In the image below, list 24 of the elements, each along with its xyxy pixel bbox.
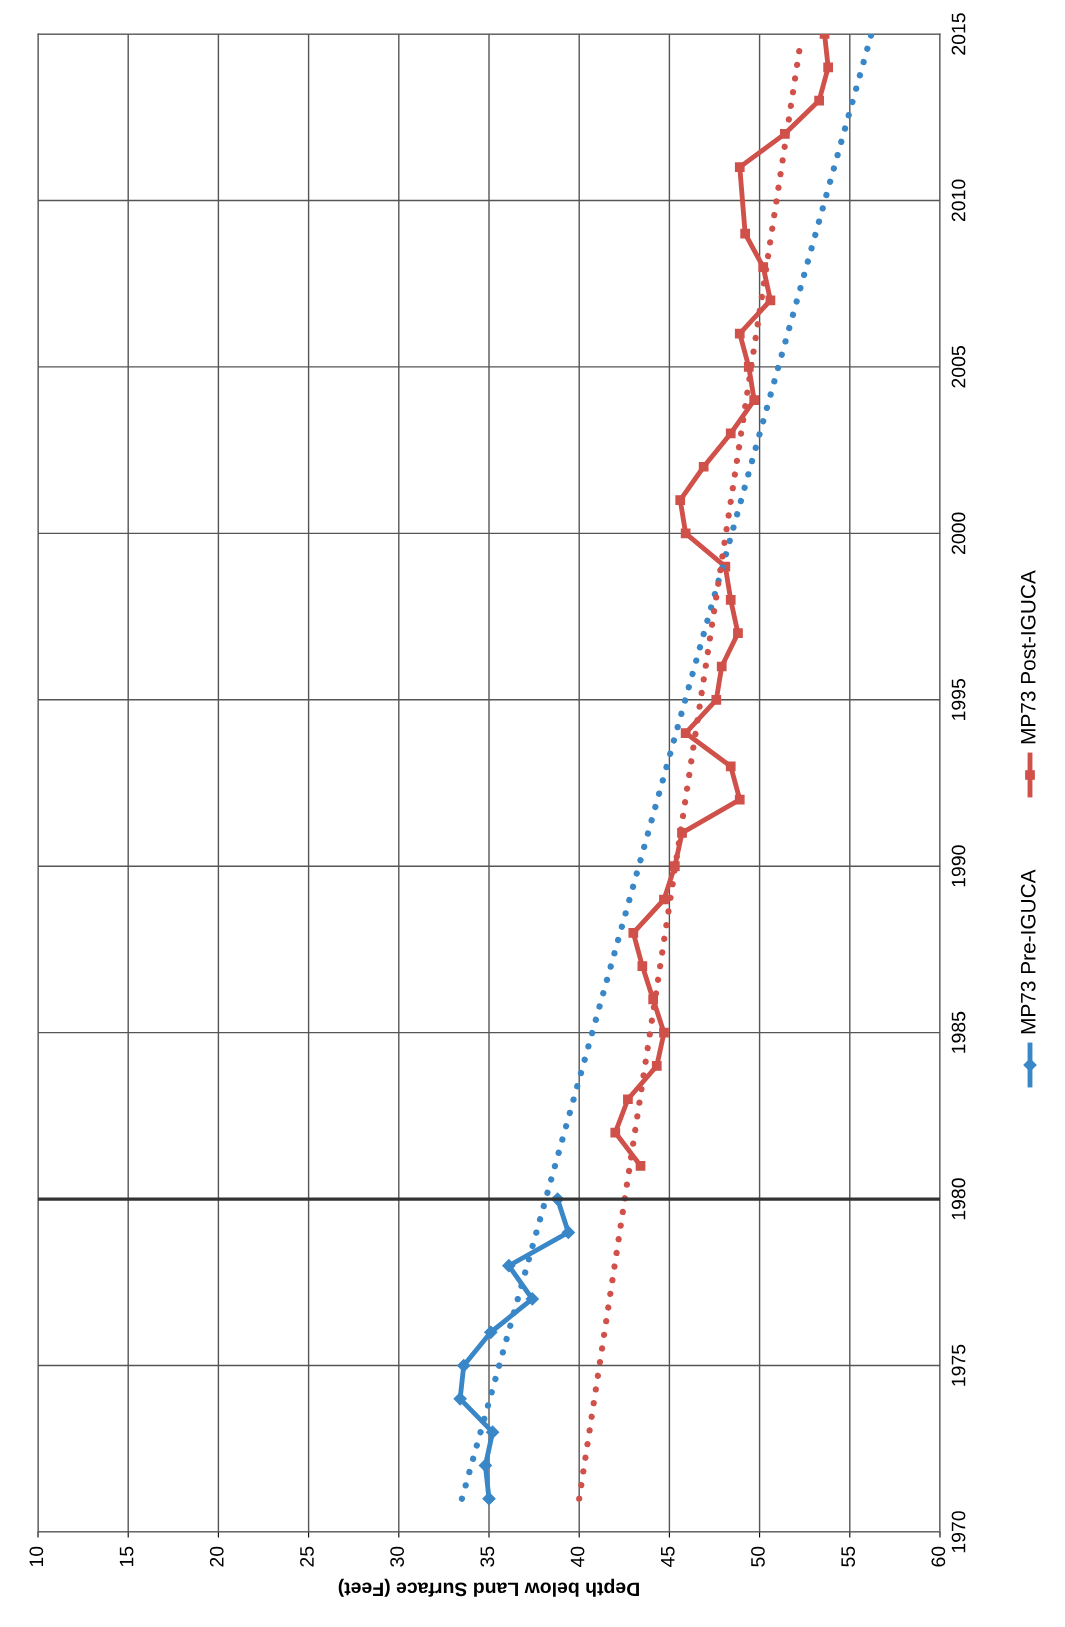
x-tick-label: 45	[661, 1546, 675, 1568]
text: MP73 Pre-IGUCA	[1020, 869, 1036, 1034]
y-tick-label: 2005	[951, 346, 966, 388]
x-axis-title: Depth below Land Surface (Feet)	[338, 1578, 639, 1597]
x-tick-label: 25	[300, 1546, 314, 1567]
x-tick-label: 10	[29, 1546, 44, 1567]
x-tick-label: 20	[209, 1546, 224, 1567]
y-tick-label: 1990	[951, 845, 966, 887]
y-tick-label: 1980	[951, 1178, 966, 1220]
x-tick-label: 50	[751, 1546, 765, 1567]
x-tick-label: 30	[390, 1546, 405, 1567]
y-tick-label: 2010	[951, 179, 966, 222]
x-tick-label: 60	[931, 1546, 946, 1567]
x-tick-label: 55	[841, 1546, 856, 1567]
x-tick-label: 15	[119, 1546, 134, 1567]
x-tick-label: 40	[570, 1546, 585, 1568]
y-tick-label: 1970	[951, 1511, 966, 1553]
y-tick-label: 2000	[951, 512, 966, 554]
y-tick-label: 2015	[951, 13, 966, 55]
y-tick-label: 1985	[951, 1011, 966, 1053]
x-tick-label: 35	[480, 1546, 495, 1567]
y-tick-label: 1995	[951, 678, 966, 720]
text: MP73 Post-IGUCA	[1020, 570, 1036, 744]
y-tick-label: 1975	[951, 1344, 966, 1386]
